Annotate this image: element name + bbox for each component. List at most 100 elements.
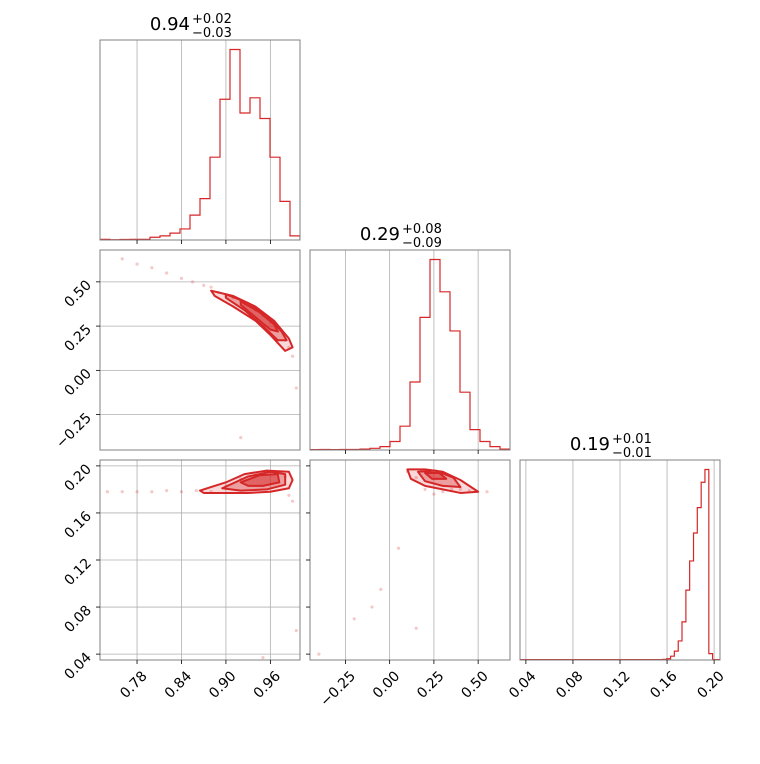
scatter-point (135, 490, 138, 493)
axes-frame (310, 460, 510, 660)
histogram-bin (400, 426, 410, 450)
x-tick-label: 0.00 (370, 668, 403, 701)
histogram-bin (190, 215, 200, 240)
panel-p1-vs-p0: −0.25 0.00 0.25 0.50 (53, 250, 300, 452)
scatter-point (195, 489, 198, 492)
histogram-bin (410, 382, 420, 450)
histogram-bin (270, 157, 280, 240)
panel-p2-vs-p0: 0.78 0.84 0.90 0.96 0.04 0.08 0.12 0.16 0.20 (61, 460, 300, 702)
histogram-bin (230, 50, 240, 240)
x-tick-label: 0.12 (600, 668, 633, 701)
y-tick-label: 0.20 (61, 461, 94, 494)
y-tick-label: 0.00 (61, 366, 94, 399)
scatter-point (239, 436, 242, 439)
plot-area (317, 469, 488, 655)
histogram-bin (390, 441, 400, 450)
histogram-bin (460, 392, 470, 450)
scatter-point (423, 488, 426, 491)
histogram-bin (682, 622, 686, 660)
histogram-bin (705, 470, 709, 660)
x-tick-label: 0.96 (251, 668, 284, 701)
y-tick-label: 0.16 (61, 508, 94, 541)
panel-title: 0.29 (360, 224, 400, 245)
scatter-point (370, 605, 373, 608)
histogram-bin (210, 157, 220, 240)
title-subscript: −0.01 (612, 446, 652, 461)
plot-area (310, 260, 510, 450)
y-tick-label: 0.12 (61, 556, 94, 589)
contour-level (241, 301, 278, 331)
x-tick-label: 0.16 (647, 668, 680, 701)
contour-level (211, 291, 292, 351)
histogram-bin (440, 292, 450, 450)
x-tick-label: 0.84 (162, 668, 195, 701)
scatter-point (379, 588, 382, 591)
scatter-point (291, 355, 294, 358)
panel-diag-0: 0.94+0.02−0.03 (100, 12, 300, 244)
title-superscript: +0.02 (192, 12, 232, 27)
histogram-bin (420, 317, 430, 450)
x-tick-label: 0.25 (414, 668, 447, 701)
histogram-bin (697, 508, 701, 660)
histogram-bin (470, 430, 480, 450)
x-tick-label: 0.08 (553, 668, 586, 701)
histogram-bin (701, 482, 705, 660)
histogram-bin (180, 229, 190, 240)
panel-p2-vs-p1: −0.25 0.00 0.25 0.50 (306, 460, 510, 710)
scatter-point (150, 266, 153, 269)
scatter-point (287, 494, 290, 497)
scatter-point (121, 490, 124, 493)
scatter-point (165, 271, 168, 274)
histogram-bin (450, 331, 460, 450)
scatter-point (180, 277, 183, 280)
x-tick-label: −0.25 (317, 668, 359, 710)
panel-diag-1: 0.29+0.08−0.09 (310, 222, 510, 454)
scatter-point (135, 263, 138, 266)
histogram-bin (694, 533, 698, 660)
panel-title: 0.19 (570, 434, 610, 455)
scatter-point (432, 493, 435, 496)
histogram-bin (490, 447, 500, 450)
histogram-bin (220, 99, 230, 240)
histogram-bin (430, 260, 440, 450)
scatter-point (353, 617, 356, 620)
x-tick-label: 0.90 (206, 668, 239, 701)
scatter-point (291, 500, 294, 503)
scatter-point (415, 627, 418, 630)
histogram-bin (240, 113, 250, 240)
histogram-bin (480, 441, 490, 450)
histogram-bin (380, 447, 390, 450)
x-tick-label: 0.78 (117, 668, 150, 701)
scatter-point (202, 284, 205, 287)
scatter-point (295, 386, 298, 389)
histogram-bin (200, 199, 210, 240)
scatter-point (485, 490, 488, 493)
title-subscript: −0.03 (192, 26, 232, 41)
histogram-bin (709, 654, 713, 660)
histogram-bin (260, 119, 270, 240)
scatter-point (191, 280, 194, 283)
plot-area (106, 471, 298, 660)
histogram-bin (690, 561, 694, 660)
title-superscript: +0.08 (402, 222, 442, 237)
scatter-point (397, 547, 400, 550)
y-tick-label: 0.08 (61, 603, 94, 636)
y-tick-label: 0.04 (61, 650, 94, 683)
x-tick-label: 0.20 (694, 668, 727, 701)
scatter-point (121, 257, 124, 260)
scatter-point (210, 286, 213, 289)
y-tick-label: 0.50 (61, 277, 94, 310)
y-tick-label: −0.25 (53, 410, 95, 452)
y-tick-label: 0.25 (61, 322, 94, 355)
scatter-point (180, 490, 183, 493)
scatter-point (150, 490, 153, 493)
x-tick-label: 0.50 (458, 668, 491, 701)
scatter-point (295, 629, 298, 632)
histogram-bin (290, 236, 300, 240)
histogram-bin (678, 641, 682, 660)
histogram-bin (280, 201, 290, 240)
scatter-point (317, 653, 320, 656)
